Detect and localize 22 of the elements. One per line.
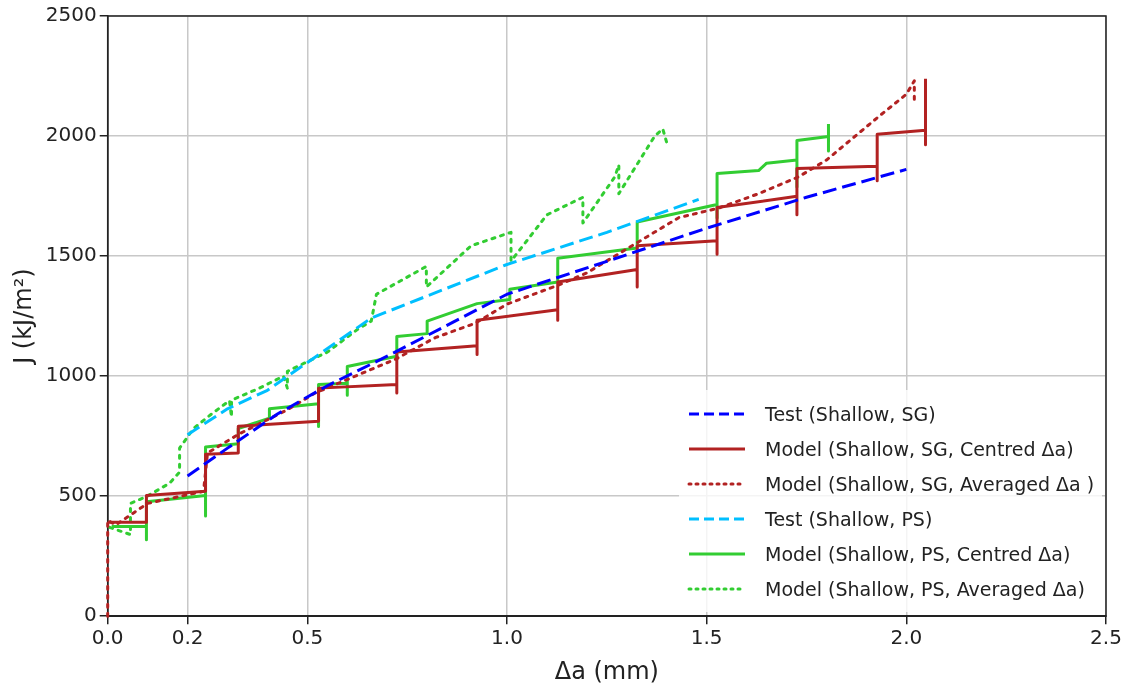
legend-label: Model (Shallow, PS, Centred Δa) (765, 542, 1071, 565)
y-tick-label: 0 (83, 602, 97, 627)
x-tick-label: 1.0 (491, 625, 523, 650)
x-tick-label: 0.0 (91, 625, 124, 650)
legend-label: Test (Shallow, SG) (765, 402, 936, 425)
y-tick-label: 1500 (45, 242, 97, 267)
x-tick-label: 1.5 (690, 625, 723, 650)
x-tick-label: 2.0 (890, 625, 923, 650)
legend-label: Model (Shallow, SG, Centred Δa) (765, 437, 1074, 460)
x-tick-label: 0.5 (291, 625, 324, 650)
legend-label: Test (Shallow, PS) (765, 507, 933, 530)
legend-label: Model (Shallow, SG, Averaged Δa ) (765, 472, 1095, 495)
y-axis-title: J (kJ/m²) (8, 268, 37, 366)
x-tick-label: 2.5 (1090, 625, 1122, 650)
y-tick-label: 2500 (45, 2, 97, 27)
x-tick-label: 0.2 (171, 625, 204, 650)
line-series (186, 197, 701, 437)
y-tick-label: 1000 (45, 362, 97, 387)
y-tick-label: 500 (58, 482, 97, 507)
legend-label: Model (Shallow, PS, Averaged Δa) (765, 577, 1085, 600)
x-axis-title: Δa (mm) (554, 656, 659, 685)
y-tick-label: 2000 (45, 122, 97, 147)
